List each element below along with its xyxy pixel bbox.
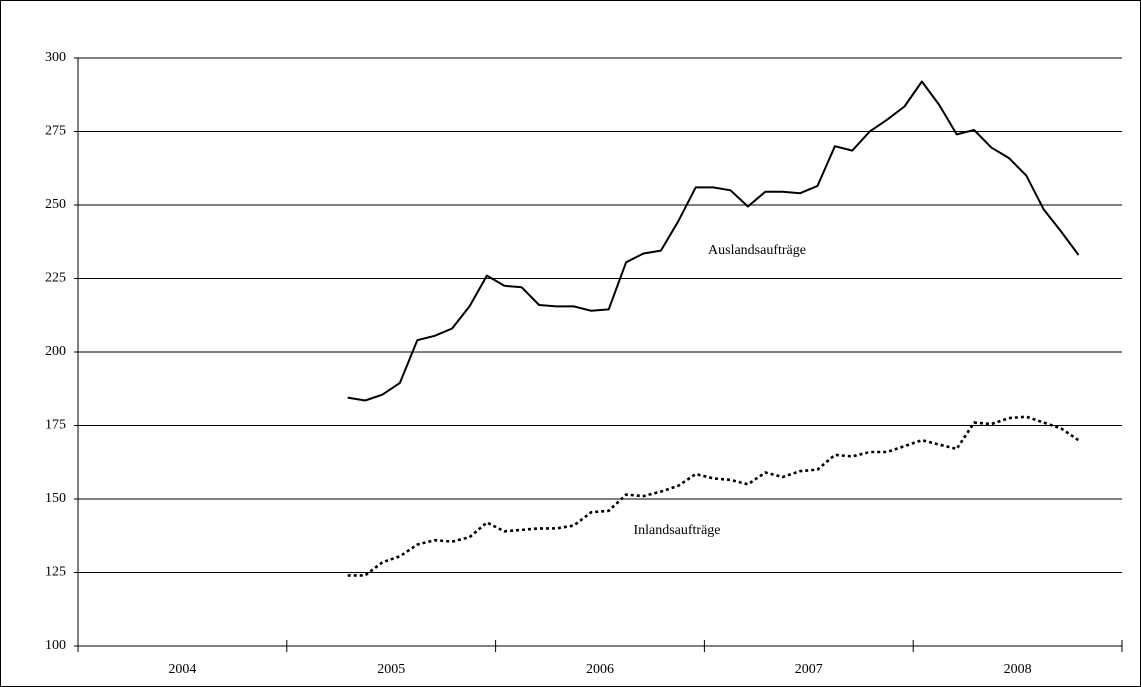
y-tick-label: 225 xyxy=(45,271,66,286)
x-tick-label: 2007 xyxy=(795,662,823,677)
y-tick-label: 275 xyxy=(45,124,66,139)
series-label: Auslandsaufträge xyxy=(708,243,806,258)
x-tick-label: 2006 xyxy=(586,662,614,677)
series-label: Inlandsaufträge xyxy=(633,523,720,538)
x-tick-label: 2004 xyxy=(168,662,196,677)
series-line xyxy=(347,80,1080,402)
y-tick-label: 100 xyxy=(45,638,66,653)
y-tick-label: 150 xyxy=(45,491,66,506)
y-tick-label: 300 xyxy=(45,50,66,65)
y-tick-label: 175 xyxy=(45,418,66,433)
x-tick-label: 2005 xyxy=(377,662,405,677)
y-tick-label: 125 xyxy=(45,565,66,580)
y-tick-label: 200 xyxy=(45,344,66,359)
y-tick-label: 250 xyxy=(45,197,66,212)
x-tick-label: 2008 xyxy=(1004,662,1032,677)
